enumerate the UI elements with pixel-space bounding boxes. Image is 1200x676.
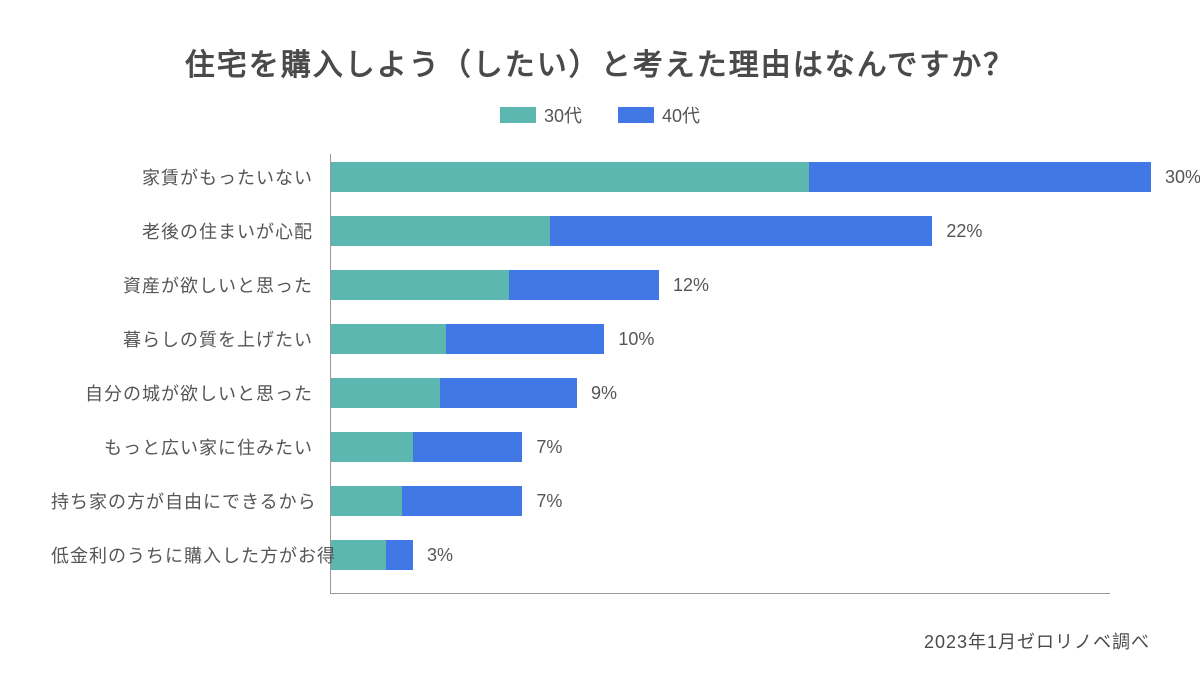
bar-row: 資産が欲しいと思った12% (331, 270, 709, 300)
bar-segment-40s (809, 162, 1151, 192)
bar-segment-30s (331, 216, 550, 246)
bar-segment-30s (331, 270, 509, 300)
bar-segment-40s (402, 486, 522, 516)
legend-swatch-40s (618, 107, 654, 123)
bar-label: もっと広い家に住みたい (51, 434, 331, 460)
bar-segment-40s (440, 378, 577, 408)
bar-value-label: 9% (591, 383, 617, 404)
bar-segment-40s (413, 432, 522, 462)
chart-title: 住宅を購入しよう（したい）と考えた理由はなんですか？ (50, 40, 1150, 84)
bar-segment-30s (331, 432, 413, 462)
bar-label: 低金利のうちに購入した方がお得 (51, 542, 331, 568)
bar-segment-30s (331, 540, 386, 570)
bar-value-label: 7% (536, 437, 562, 458)
bar-row: 低金利のうちに購入した方がお得3% (331, 540, 453, 570)
bar-label: 老後の住まいが心配 (51, 218, 331, 244)
bar-value-label: 12% (673, 275, 709, 296)
legend-swatch-30s (500, 107, 536, 123)
bar-segment-40s (509, 270, 659, 300)
bar-label: 暮らしの質を上げたい (51, 326, 331, 352)
bar-row: 持ち家の方が自由にできるから7% (331, 486, 562, 516)
legend-label-30s: 30代 (544, 102, 582, 128)
bar-segment-30s (331, 162, 809, 192)
legend-item-30s: 30代 (500, 102, 582, 128)
bar-value-label: 7% (536, 491, 562, 512)
legend-item-40s: 40代 (618, 102, 700, 128)
bar-row: 暮らしの質を上げたい10% (331, 324, 654, 354)
bar-value-label: 30% (1165, 167, 1200, 188)
bar-segment-30s (331, 486, 402, 516)
bar-label: 資産が欲しいと思った (51, 272, 331, 298)
bar-row: 老後の住まいが心配22% (331, 216, 982, 246)
bar-segment-40s (550, 216, 933, 246)
bar-value-label: 10% (618, 329, 654, 350)
bar-segment-40s (386, 540, 413, 570)
bar-label: 持ち家の方が自由にできるから (51, 488, 331, 514)
bar-row: もっと広い家に住みたい7% (331, 432, 562, 462)
bar-value-label: 3% (427, 545, 453, 566)
bar-segment-30s (331, 324, 446, 354)
legend: 30代 40代 (50, 102, 1150, 128)
legend-label-40s: 40代 (662, 102, 700, 128)
bar-segment-40s (446, 324, 605, 354)
bar-row: 自分の城が欲しいと思った9% (331, 378, 617, 408)
source-note: 2023年1月ゼロリノベ調べ (924, 628, 1150, 654)
bar-chart: 家賃がもったいない30%老後の住まいが心配22%資産が欲しいと思った12%暮らし… (330, 154, 1110, 594)
bar-row: 家賃がもったいない30% (331, 162, 1200, 192)
bar-segment-30s (331, 378, 440, 408)
bar-label: 自分の城が欲しいと思った (51, 380, 331, 406)
bar-value-label: 22% (946, 221, 982, 242)
bar-label: 家賃がもったいない (51, 164, 331, 190)
